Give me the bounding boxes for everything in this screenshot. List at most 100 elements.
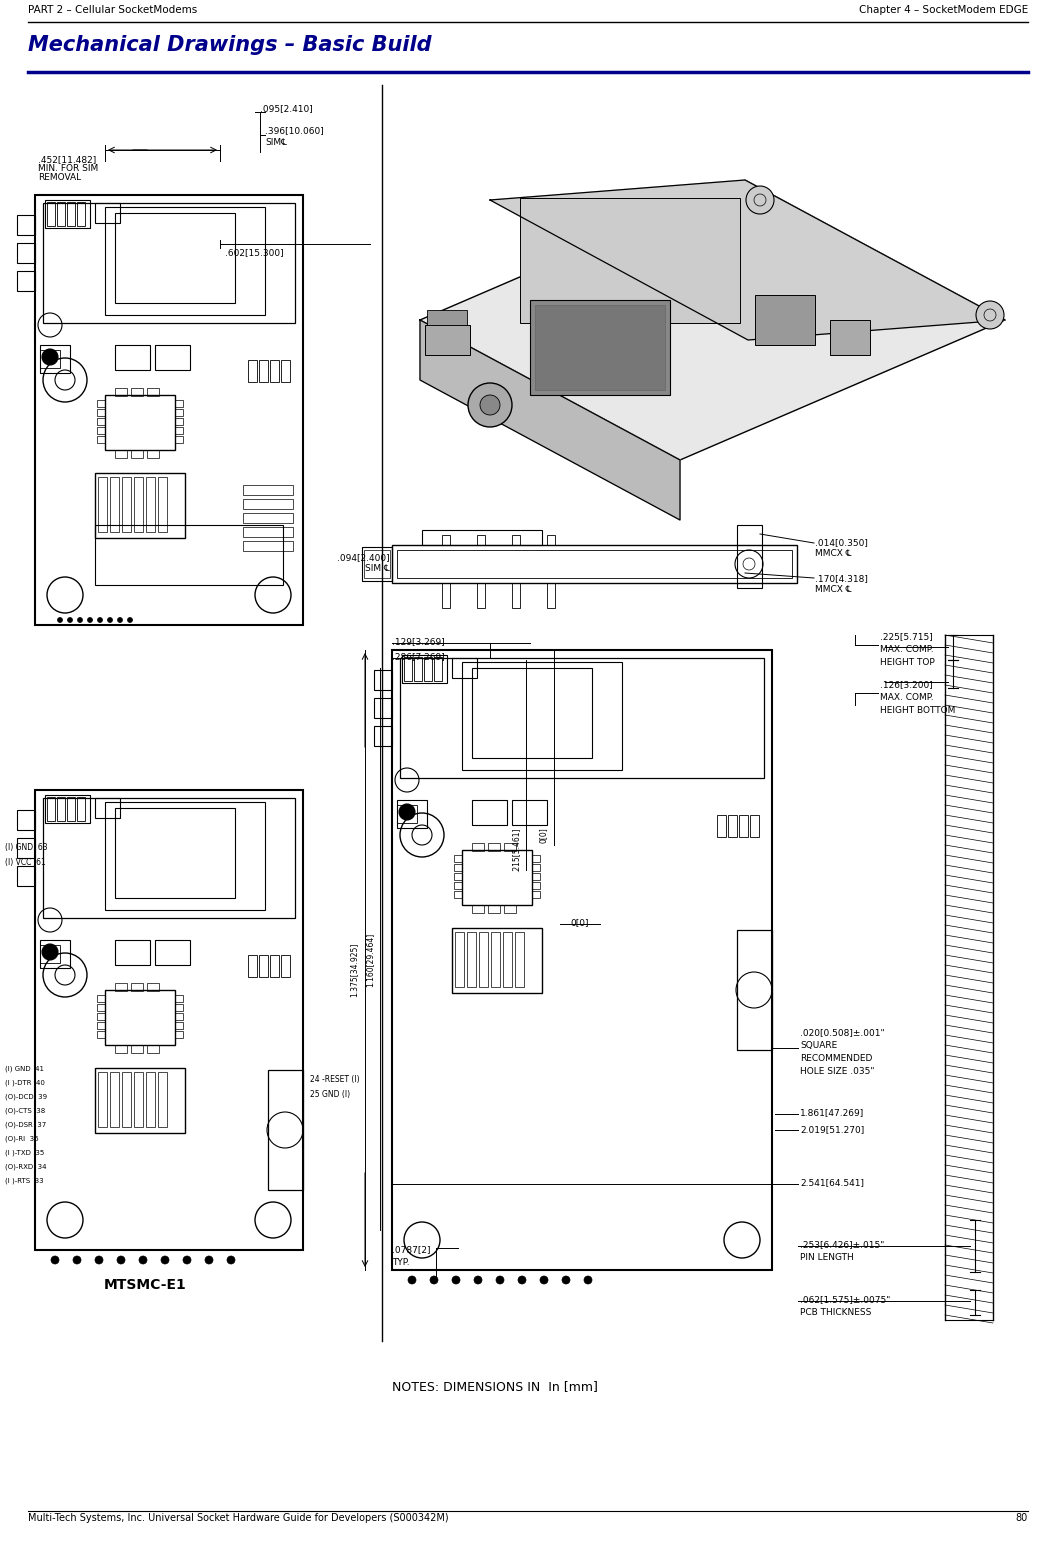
Bar <box>95 798 120 818</box>
Bar <box>40 345 70 373</box>
Bar <box>400 658 763 778</box>
Circle shape <box>117 1256 125 1264</box>
Bar <box>97 1005 105 1011</box>
Bar <box>40 940 70 968</box>
Text: PCB THICKNESS: PCB THICKNESS <box>800 1308 871 1318</box>
Polygon shape <box>420 180 1005 461</box>
Bar <box>270 361 279 382</box>
Text: 0[0]: 0[0] <box>539 828 548 843</box>
Bar <box>134 478 143 532</box>
Bar <box>175 401 183 407</box>
Text: .225[5.715]: .225[5.715] <box>880 632 932 641</box>
Text: .215[5.461]: .215[5.461] <box>511 828 520 872</box>
Bar <box>532 881 540 889</box>
Bar <box>97 1022 105 1029</box>
Bar <box>105 394 175 450</box>
Circle shape <box>480 394 499 415</box>
Bar <box>270 955 279 977</box>
Bar <box>67 797 75 821</box>
Bar <box>40 350 60 368</box>
Bar <box>97 995 105 1002</box>
Bar <box>463 851 532 905</box>
Bar <box>392 546 797 582</box>
Circle shape <box>584 1276 592 1284</box>
Text: 80: 80 <box>1016 1513 1027 1523</box>
Bar <box>115 940 150 965</box>
Bar <box>397 550 792 578</box>
Bar <box>97 418 105 425</box>
Bar <box>105 206 265 314</box>
Bar <box>454 874 463 880</box>
Bar <box>115 983 127 991</box>
Bar <box>122 1073 131 1126</box>
Bar <box>175 408 183 416</box>
Bar <box>134 1073 143 1126</box>
Circle shape <box>399 804 415 820</box>
Circle shape <box>108 618 113 623</box>
Bar <box>467 932 476 986</box>
Bar <box>512 582 520 609</box>
Text: .062[1.575]±.0075": .062[1.575]±.0075" <box>800 1294 890 1304</box>
Text: SIM℄: SIM℄ <box>265 139 287 146</box>
Circle shape <box>183 1256 191 1264</box>
Bar <box>488 843 499 851</box>
Bar <box>520 197 740 324</box>
Bar <box>512 535 520 546</box>
Bar <box>717 815 727 837</box>
Bar <box>131 388 143 396</box>
Circle shape <box>408 1276 416 1284</box>
Bar <box>454 891 463 898</box>
Circle shape <box>161 1256 169 1264</box>
Bar <box>737 931 772 1049</box>
Text: 1.160[29.464]: 1.160[29.464] <box>365 932 374 988</box>
Text: .602[15.300]: .602[15.300] <box>225 248 284 257</box>
Bar <box>739 815 748 837</box>
Text: MTSMC-E1: MTSMC-E1 <box>103 1277 186 1291</box>
Text: (O)-CTS  38: (O)-CTS 38 <box>5 1106 45 1114</box>
Bar <box>452 658 477 678</box>
Bar <box>374 670 392 690</box>
Text: 0[0]: 0[0] <box>570 918 588 928</box>
Bar <box>504 905 516 912</box>
Bar <box>243 513 293 522</box>
Bar <box>131 983 143 991</box>
Bar <box>504 843 516 851</box>
Circle shape <box>128 618 132 623</box>
Bar <box>155 940 190 965</box>
Text: REMOVAL: REMOVAL <box>38 173 81 182</box>
Bar <box>454 865 463 871</box>
Bar <box>97 401 105 407</box>
Bar <box>532 874 540 880</box>
Text: Multi-Tech Systems, Inc. Universal Socket Hardware Guide for Developers (S000342: Multi-Tech Systems, Inc. Universal Socke… <box>29 1513 449 1523</box>
Bar <box>422 530 542 546</box>
Text: .253[6.426]±.015": .253[6.426]±.015" <box>800 1241 884 1250</box>
Bar <box>158 1073 167 1126</box>
Circle shape <box>57 618 62 623</box>
Circle shape <box>430 1276 438 1284</box>
Text: HEIGHT BOTTOM: HEIGHT BOTTOM <box>880 706 956 715</box>
Bar <box>115 807 235 898</box>
Bar <box>17 866 35 886</box>
Text: (O)-DSR  37: (O)-DSR 37 <box>5 1120 46 1128</box>
Bar <box>17 811 35 831</box>
Circle shape <box>51 1256 59 1264</box>
Text: MIN. FOR SIM: MIN. FOR SIM <box>38 163 98 173</box>
Text: Chapter 4 – SocketModem EDGE: Chapter 4 – SocketModem EDGE <box>859 5 1027 15</box>
Bar <box>98 1073 107 1126</box>
Bar <box>547 582 555 609</box>
Bar <box>146 478 155 532</box>
Bar <box>97 436 105 442</box>
Bar <box>115 450 127 458</box>
Circle shape <box>139 1256 147 1264</box>
Text: 1.861[47.269]: 1.861[47.269] <box>800 1108 864 1117</box>
Text: (O)-RXD  34: (O)-RXD 34 <box>5 1163 46 1170</box>
Text: 24 -RESET (I): 24 -RESET (I) <box>310 1076 360 1083</box>
Text: .095[2.410]: .095[2.410] <box>260 103 313 112</box>
Circle shape <box>95 1256 103 1264</box>
Bar <box>374 698 392 718</box>
Text: HEIGHT TOP: HEIGHT TOP <box>880 658 935 667</box>
Circle shape <box>474 1276 482 1284</box>
Bar <box>35 791 303 1250</box>
Bar <box>45 795 90 823</box>
Bar <box>830 321 870 354</box>
